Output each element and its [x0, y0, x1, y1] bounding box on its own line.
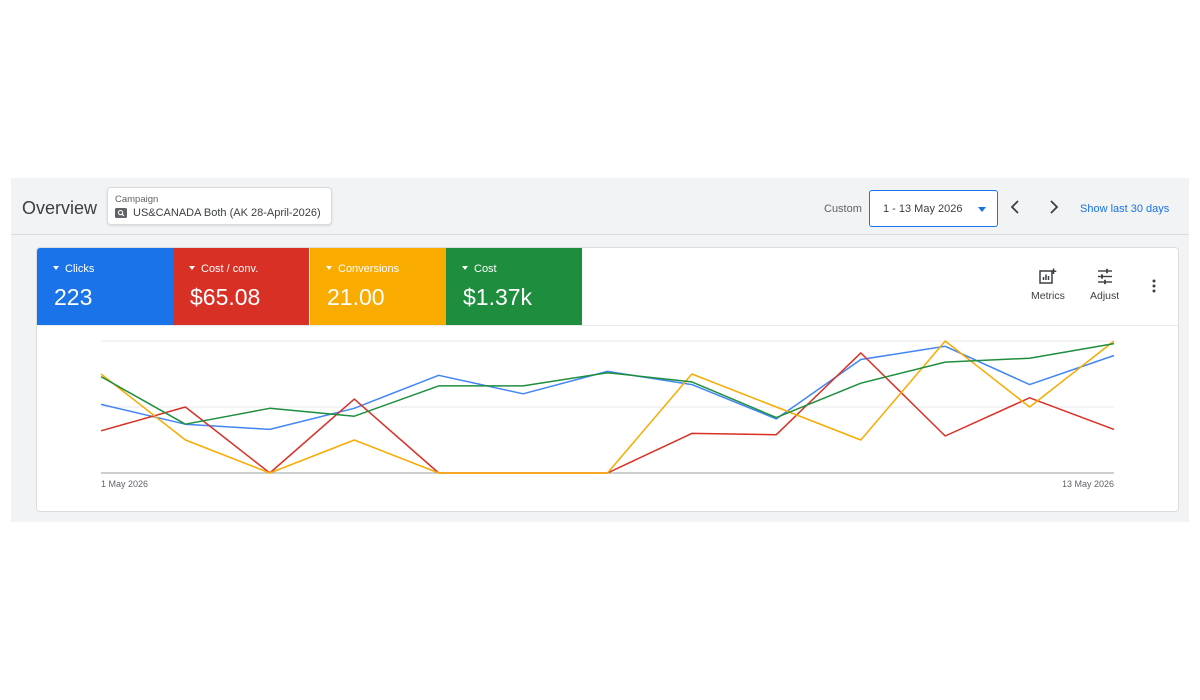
series-line-conversions — [100, 340, 1115, 474]
metric-label: Cost / conv. — [189, 263, 258, 275]
series-line-cost — [100, 342, 1115, 425]
metric-label: Cost — [462, 263, 497, 275]
adjust-button-label: Adjust — [1090, 290, 1120, 302]
metric-tile-cost-per-conv[interactable]: Cost / conv. $65.08 — [173, 248, 309, 325]
more-vert-icon[interactable] — [1147, 278, 1161, 294]
metrics-button[interactable]: Metrics — [1031, 268, 1065, 302]
date-range-dropdown[interactable]: 1 - 13 May 2026 — [869, 190, 998, 227]
date-preset-label: Custom — [824, 203, 862, 215]
metric-value: $65.08 — [190, 284, 261, 310]
show-last-30-days-link[interactable]: Show last 30 days — [1080, 203, 1170, 215]
divider — [37, 325, 1178, 326]
metric-tile-conversions[interactable]: Conversions 21.00 — [310, 248, 446, 325]
performance-line-chart: 1 May 2026 13 May 2026 — [100, 340, 1115, 489]
campaign-label: Campaign — [115, 194, 159, 205]
search-campaign-icon — [115, 208, 127, 218]
x-tick-label: 13 May 2026 — [1062, 479, 1114, 489]
caret-down-icon — [53, 266, 59, 271]
dropdown-arrow-icon — [978, 207, 986, 212]
caret-down-icon — [326, 266, 332, 271]
metrics-chart-icon — [1039, 268, 1057, 284]
performance-card: Clicks 223 Cost / conv. $65.08 Conversio… — [36, 247, 1179, 512]
metric-label: Conversions — [326, 263, 399, 275]
metric-label-text: Cost / conv. — [201, 263, 259, 275]
sliders-icon — [1097, 268, 1112, 285]
metric-value: 223 — [54, 284, 93, 310]
page-title: Overview — [22, 198, 98, 218]
metric-tile-clicks[interactable]: Clicks 223 — [37, 248, 173, 325]
chevron-right-icon[interactable] — [1044, 198, 1062, 216]
overview-header: Overview Campaign US&CANADA Both (AK 28-… — [11, 178, 1189, 235]
metrics-button-label: Metrics — [1031, 290, 1065, 302]
campaign-name: US&CANADA Both (AK 28-April-2026) — [133, 207, 321, 219]
adjust-button[interactable]: Adjust — [1090, 268, 1119, 302]
metric-label: Clicks — [53, 263, 94, 275]
campaign-selector[interactable]: Campaign US&CANADA Both (AK 28-April-202… — [107, 187, 332, 225]
metric-label-text: Conversions — [338, 263, 400, 275]
series-line-clicks — [100, 345, 1115, 431]
metric-value: 21.00 — [327, 284, 385, 310]
metric-label-text: Cost — [474, 263, 497, 275]
metric-label-text: Clicks — [65, 263, 95, 275]
chart-series — [100, 340, 1115, 474]
caret-down-icon — [189, 266, 195, 271]
metric-value: $1.37k — [463, 284, 533, 310]
overview-panel: Overview Campaign US&CANADA Both (AK 28-… — [11, 178, 1189, 522]
chart-x-axis: 1 May 2026 13 May 2026 — [101, 479, 1114, 489]
date-range-value: 1 - 13 May 2026 — [883, 203, 963, 215]
x-tick-label: 1 May 2026 — [101, 479, 148, 489]
caret-down-icon — [462, 266, 468, 271]
metric-tile-cost[interactable]: Cost $1.37k — [446, 248, 582, 325]
chevron-left-icon[interactable] — [1007, 198, 1025, 216]
